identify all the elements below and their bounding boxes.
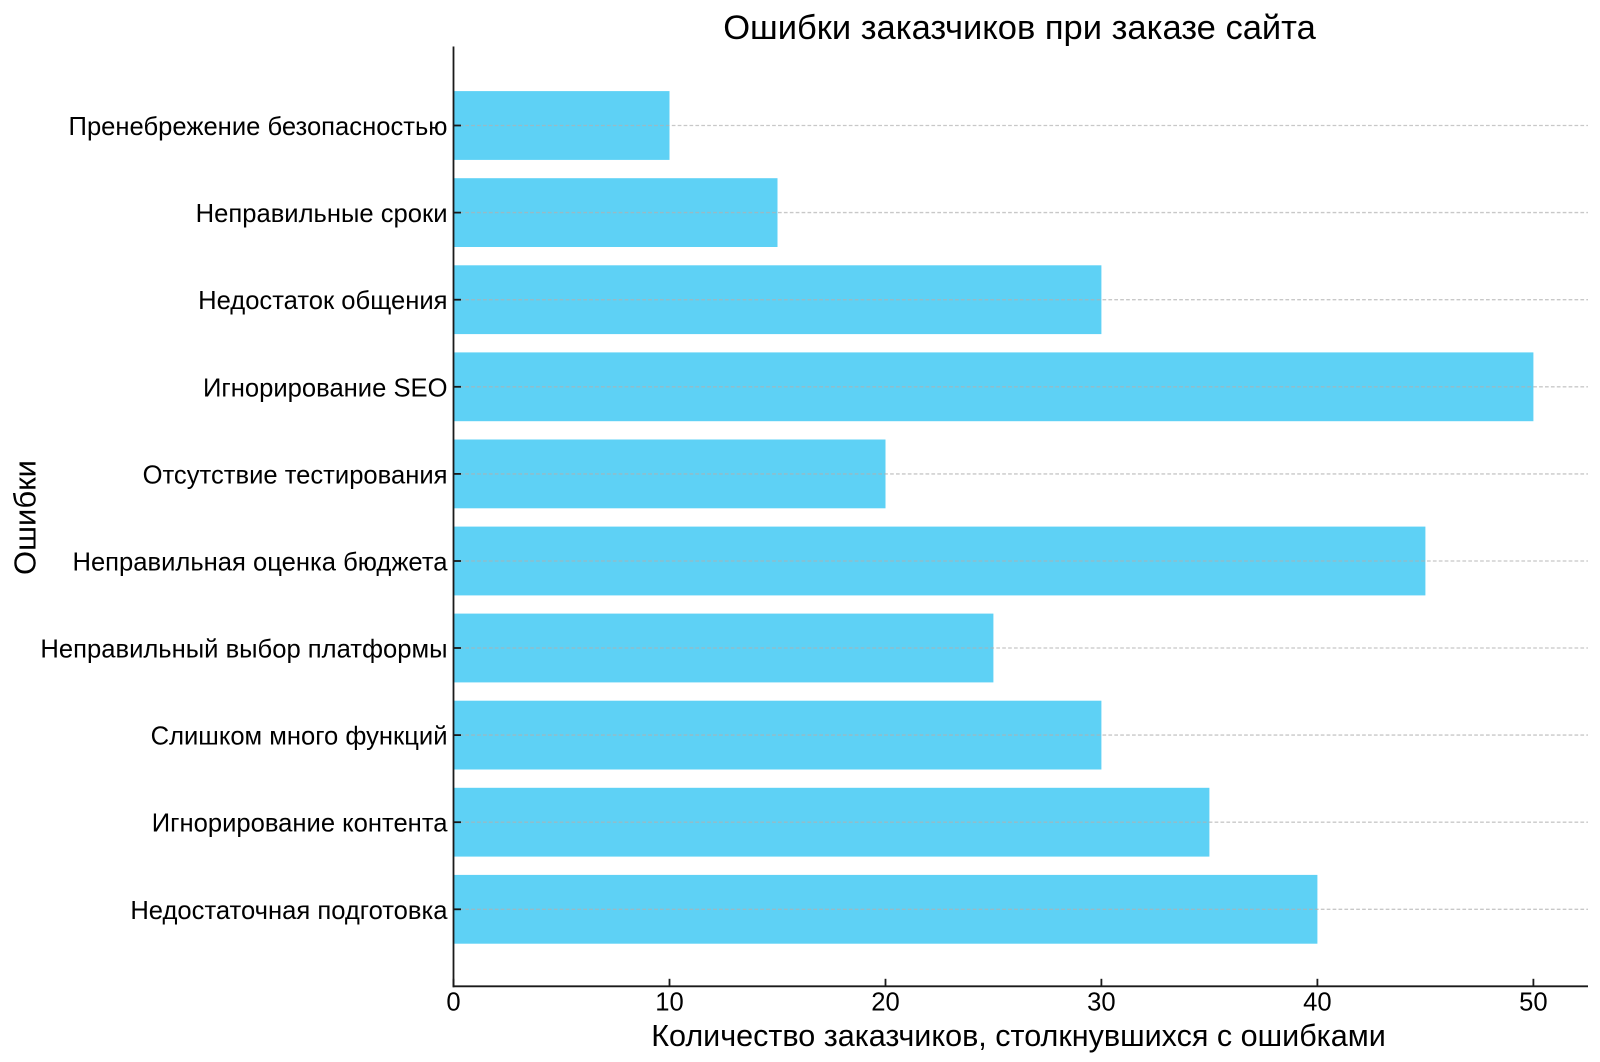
svg-text:Слишком много функций: Слишком много функций: [151, 723, 448, 751]
svg-text:10: 10: [655, 989, 683, 1017]
svg-text:Неправильный выбор платформы: Неправильный выбор платформы: [40, 636, 447, 664]
svg-text:0: 0: [446, 989, 460, 1017]
svg-text:Недостаток общения: Недостаток общения: [198, 287, 447, 315]
svg-text:20: 20: [871, 989, 899, 1017]
svg-text:30: 30: [1087, 989, 1115, 1017]
svg-text:Игнорирование контента: Игнорирование контента: [152, 810, 449, 838]
svg-text:Отсутствие тестирования: Отсутствие тестирования: [143, 461, 448, 489]
svg-text:Пренебрежение безопасностью: Пренебрежение безопасностью: [69, 113, 448, 141]
svg-text:Ошибки: Ошибки: [8, 460, 43, 575]
svg-text:Неправильные сроки: Неправильные сроки: [196, 200, 448, 228]
svg-text:40: 40: [1303, 989, 1331, 1017]
svg-text:Количество заказчиков, столкну: Количество заказчиков, столкнувшихся с о…: [651, 1019, 1386, 1053]
svg-text:Недостаточная подготовка: Недостаточная подготовка: [130, 897, 448, 925]
svg-text:Неправильная оценка бюджета: Неправильная оценка бюджета: [72, 549, 448, 577]
svg-text:50: 50: [1519, 989, 1547, 1017]
svg-text:Игнорирование SEO: Игнорирование SEO: [203, 374, 447, 402]
svg-text:Ошибки заказчиков при заказе с: Ошибки заказчиков при заказе сайта: [723, 9, 1316, 47]
